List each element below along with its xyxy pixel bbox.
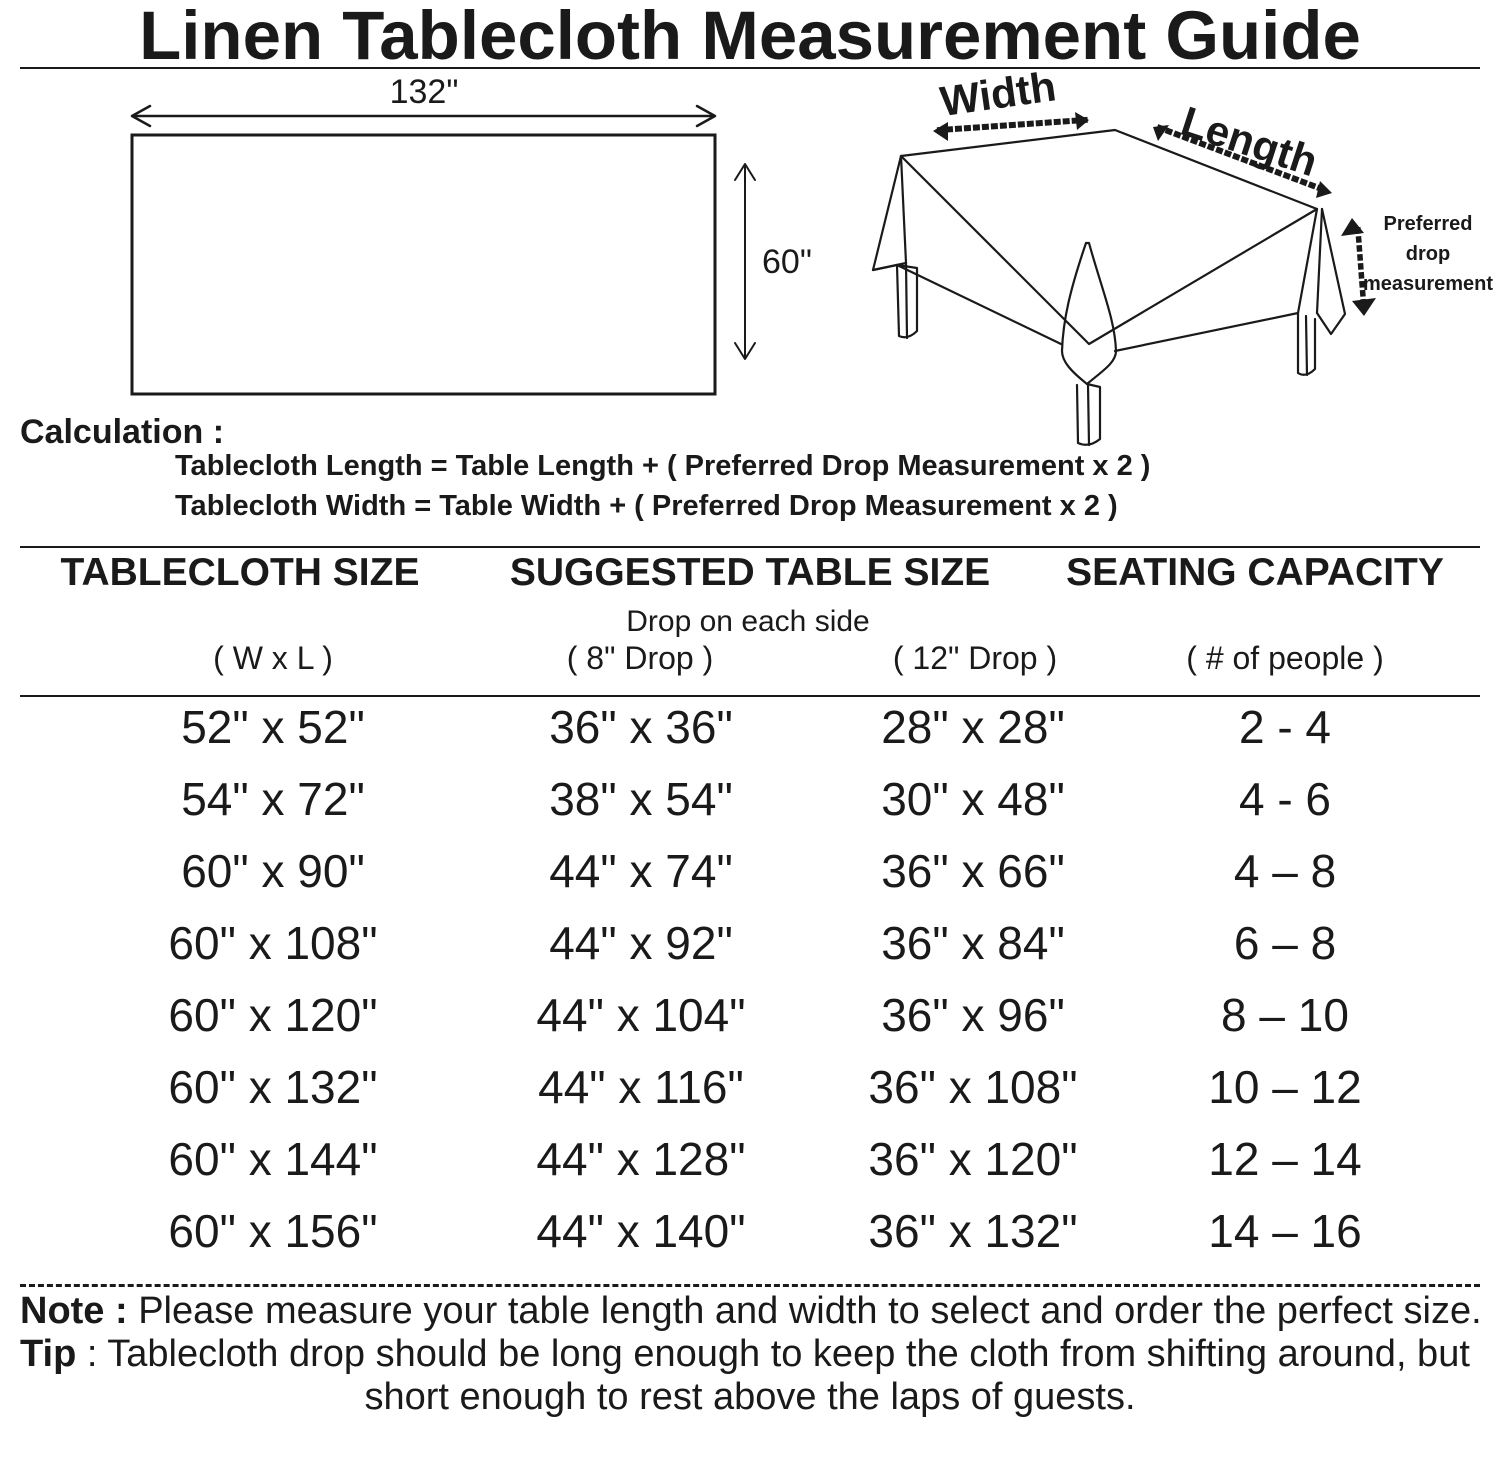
svg-text:drop: drop — [1406, 243, 1450, 265]
svg-text:Length: Length — [1176, 97, 1324, 185]
svg-text:Preferred: Preferred — [1384, 213, 1473, 235]
svg-text:Width: Width — [937, 62, 1059, 125]
svg-text:measurement: measurement — [1363, 273, 1493, 295]
